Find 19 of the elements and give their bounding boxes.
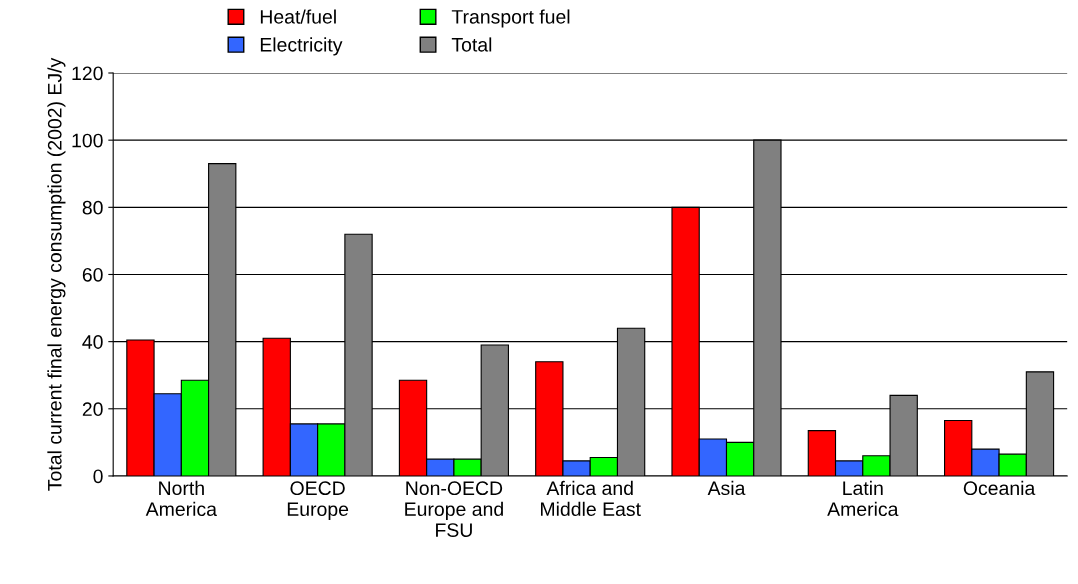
- legend-label: Heat/fuel: [260, 9, 336, 24]
- x-tick-label: Asia: [707, 480, 746, 496]
- x-tick-label: Non-OECD Europe and FSU: [405, 481, 503, 537]
- y-tick-label: 120: [72, 66, 103, 81]
- y-tick-label: 80: [82, 200, 103, 215]
- x-tick-label: Africa and Middle East: [541, 480, 641, 517]
- y-tick-label: 60: [82, 267, 103, 282]
- legend-label: Transport fuel: [451, 9, 570, 28]
- y-tick-label: 40: [82, 335, 103, 349]
- y-axis-title: Total current final energy consumption (2002) EJ/y: [47, 57, 66, 491]
- legend-label: Electricity: [260, 37, 343, 56]
- y-tick-label: 20: [82, 402, 103, 417]
- x-tick-label: Latin America: [827, 480, 899, 517]
- legend-label: Total: [451, 37, 492, 52]
- x-tick-label: North America: [145, 480, 217, 517]
- y-tick-label: 100: [72, 133, 103, 148]
- y-tick-label: 0: [93, 469, 103, 484]
- x-tick-label: Oceania: [963, 480, 1036, 496]
- x-tick-label: OECD Europe: [287, 481, 349, 520]
